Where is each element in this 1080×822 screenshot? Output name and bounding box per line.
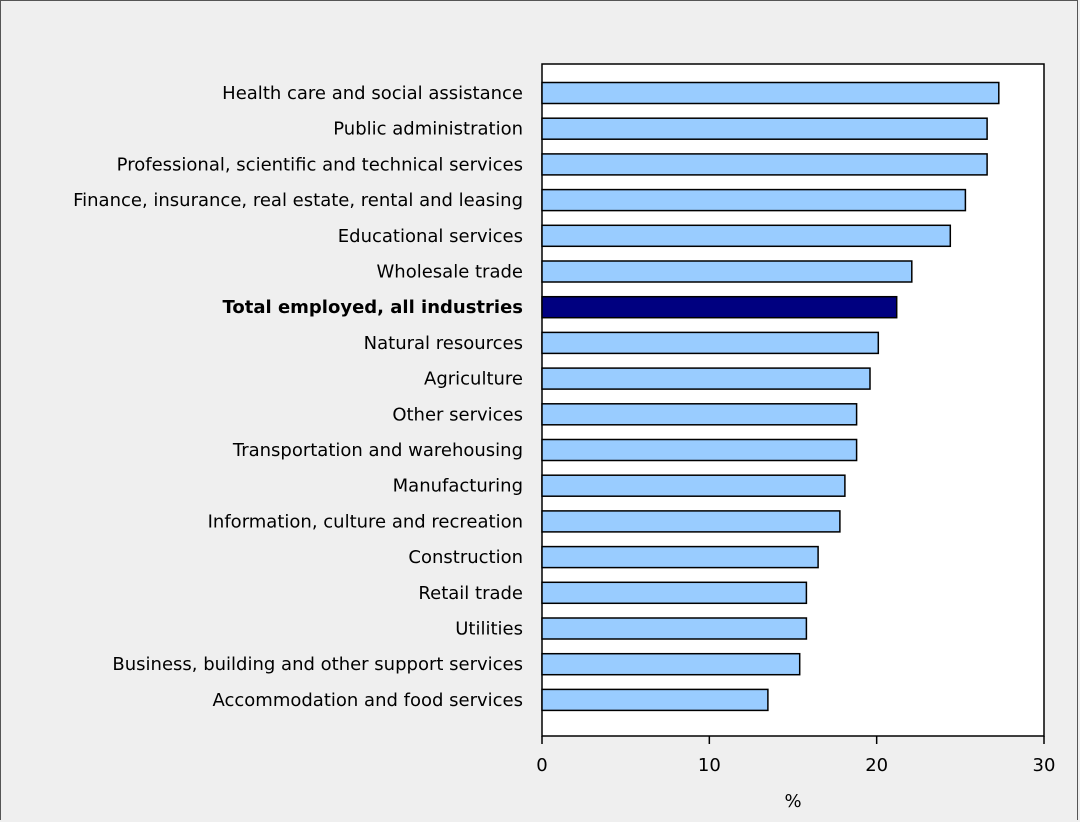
bar-highlight — [541, 295, 898, 319]
category-label: Public administration — [333, 119, 523, 140]
x-tick-label: 10 — [698, 755, 721, 776]
bar — [541, 224, 952, 248]
category-label: Health care and social assistance — [222, 83, 523, 104]
bar — [541, 617, 808, 640]
bar — [541, 688, 769, 712]
bar — [541, 510, 841, 533]
bar — [541, 438, 858, 462]
category-label: Utilities — [455, 619, 523, 640]
category-label: Manufacturing — [393, 476, 523, 497]
bar — [541, 117, 988, 140]
x-axis-title: % — [784, 791, 801, 812]
bar — [541, 260, 913, 283]
bar — [541, 545, 819, 569]
bar — [541, 403, 858, 426]
category-label: Information, culture and recreation — [208, 511, 523, 532]
category-label: Construction — [408, 547, 523, 568]
category-label: Natural resources — [364, 333, 523, 354]
bars-group — [541, 81, 1000, 712]
bar — [541, 331, 880, 355]
category-label: Educational services — [338, 226, 523, 247]
x-axis-ticks: 0 10 20 30 — [536, 736, 1055, 776]
x-tick-label: 20 — [865, 755, 888, 776]
category-label: Total employed, all industries — [223, 297, 523, 318]
category-label: Transportation and warehousing — [232, 440, 523, 461]
category-labels: Health care and social assistance Public … — [73, 83, 523, 711]
category-label: Business, building and other support ser… — [112, 654, 523, 675]
category-label: Other services — [392, 404, 523, 425]
category-label: Retail trade — [418, 583, 523, 604]
bar — [541, 81, 1000, 105]
x-tick-label: 30 — [1033, 755, 1056, 776]
bar — [541, 188, 967, 212]
bar — [541, 652, 801, 676]
category-label: Wholesale trade — [377, 262, 524, 283]
category-label: Agriculture — [424, 369, 523, 390]
category-label: Professional, scientific and technical s… — [117, 154, 523, 175]
bar — [541, 581, 808, 605]
x-tick-label: 0 — [536, 755, 547, 776]
category-label: Finance, insurance, real estate, rental … — [73, 190, 523, 211]
bar — [541, 474, 846, 497]
bar — [541, 153, 988, 176]
category-label: Accommodation and food services — [213, 690, 524, 711]
bar — [541, 367, 871, 390]
